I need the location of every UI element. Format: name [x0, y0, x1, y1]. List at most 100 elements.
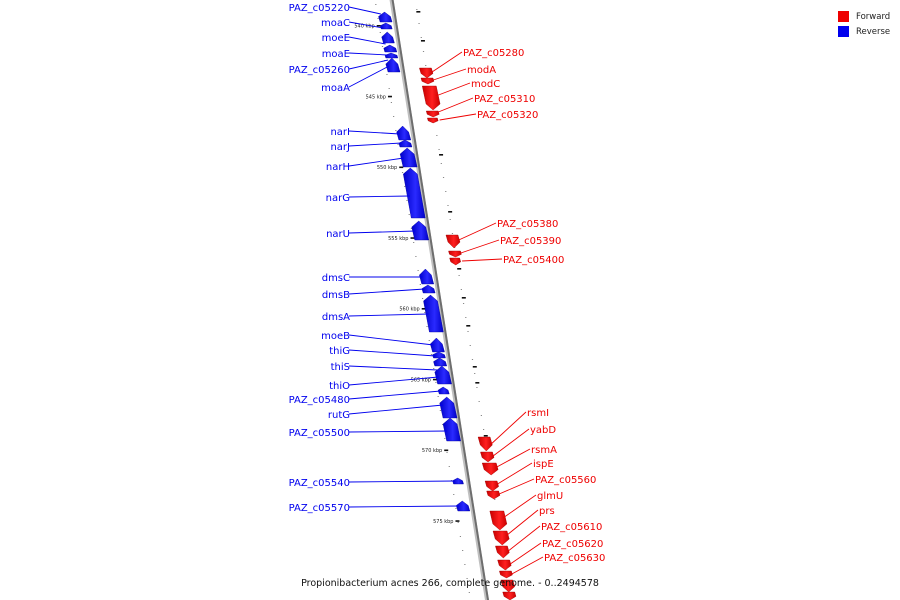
forward-gene-label[interactable]: rsmI [527, 408, 549, 419]
reverse-gene-arrow[interactable] [384, 52, 399, 59]
reverse-gene-arrow[interactable] [385, 57, 401, 73]
forward-gene-arrow[interactable] [484, 480, 499, 492]
track-dot [467, 331, 469, 332]
reverse-gene-label[interactable]: thiO [329, 381, 350, 392]
reverse-gene-label[interactable]: thiG [329, 346, 350, 357]
reverse-gene-label[interactable]: narJ [330, 142, 350, 153]
forward-gene-arrow[interactable] [448, 250, 462, 258]
reverse-gene-arrow[interactable] [378, 11, 393, 23]
forward-gene-arrow[interactable] [427, 117, 439, 124]
forward-gene-label[interactable]: PAZ_c05620 [542, 539, 603, 550]
reverse-gene-arrow[interactable] [421, 284, 436, 294]
forward-gene-label[interactable]: modC [471, 79, 500, 90]
forward-leader-line [460, 239, 500, 254]
reverse-gene-label[interactable]: moaE [322, 49, 350, 60]
reverse-gene-arrow[interactable] [456, 500, 471, 512]
reverse-gene-arrow[interactable] [399, 147, 418, 168]
forward-gene-label[interactable]: PAZ_c05380 [497, 219, 558, 230]
reverse-gene-label[interactable]: dmsB [322, 290, 350, 301]
forward-gene-label[interactable]: glmU [537, 491, 563, 502]
reverse-gene-arrow[interactable] [452, 477, 464, 485]
reverse-gene-arrow[interactable] [380, 22, 393, 30]
forward-gene-arrow[interactable] [449, 257, 461, 266]
reverse-gene-label[interactable]: dmsA [322, 312, 350, 323]
forward-gene-label[interactable]: rsmA [531, 445, 557, 456]
reverse-gene-label[interactable]: PAZ_c05540 [289, 478, 350, 489]
forward-gene-arrow[interactable] [481, 462, 499, 476]
reverse-gene-label[interactable]: moeB [321, 331, 350, 342]
forward-gene-label[interactable]: PAZ_c05320 [477, 110, 538, 121]
reverse-gene-arrow[interactable] [403, 167, 426, 219]
forward-gene-arrow[interactable] [422, 85, 441, 111]
forward-gene-label[interactable]: prs [539, 506, 555, 517]
reverse-gene-label[interactable]: rutG [328, 410, 350, 421]
reverse-gene-arrow[interactable] [442, 417, 461, 442]
forward-gene-arrow[interactable] [425, 110, 440, 118]
forward-gene-arrow[interactable] [477, 436, 493, 452]
reverse-gene-arrow[interactable] [396, 125, 412, 141]
reverse-gene-label[interactable]: narU [326, 229, 350, 240]
reverse-leader-line [348, 349, 436, 357]
forward-gene-arrow[interactable] [489, 510, 508, 531]
forward-leader-line [458, 222, 497, 241]
reverse-gene-arrow[interactable] [423, 294, 444, 333]
reverse-gene-label[interactable]: moaA [321, 83, 350, 94]
forward-gene-label[interactable]: yabD [530, 425, 556, 436]
reverse-gene-arrow[interactable] [383, 44, 398, 53]
forward-gene-arrow[interactable] [420, 77, 435, 85]
reverse-gene-label[interactable]: moeE [322, 33, 350, 44]
reverse-gene-label[interactable]: PAZ_c05570 [289, 503, 350, 514]
forward-gene-arrow[interactable] [499, 570, 513, 579]
forward-gene-arrow[interactable] [486, 490, 501, 500]
forward-gene-label[interactable]: modA [467, 65, 496, 76]
forward-gene-label[interactable]: PAZ_c05280 [463, 48, 524, 59]
reverse-gene-label[interactable]: moaC [321, 18, 350, 29]
reverse-leader-line [348, 365, 438, 371]
reverse-gene-arrow[interactable] [381, 31, 395, 44]
track-dot [433, 368, 435, 369]
reverse-gene-arrow[interactable] [433, 357, 448, 367]
reverse-gene-arrow[interactable] [419, 268, 435, 285]
reverse-gene-label[interactable]: narI [330, 127, 350, 138]
forward-gene-label[interactable]: PAZ_c05390 [500, 236, 561, 247]
reverse-gene-label[interactable]: PAZ_c05220 [289, 3, 350, 14]
forward-gene-arrow[interactable] [500, 579, 515, 593]
reverse-gene-arrow[interactable] [437, 386, 450, 395]
forward-gene-label[interactable]: PAZ_c05610 [541, 522, 602, 533]
reverse-gene-arrow[interactable] [411, 220, 430, 241]
track-dot [444, 438, 446, 439]
reverse-gene-label[interactable]: thiS [331, 362, 350, 373]
kbp-tick-label: 570 kbp [422, 448, 442, 454]
forward-gene-label[interactable]: ispE [533, 459, 554, 470]
forward-leader-line [507, 525, 541, 552]
reverse-gene-label[interactable]: PAZ_c05260 [289, 65, 350, 76]
kbp-tick-mark [455, 520, 460, 522]
forward-gene-arrow[interactable] [480, 451, 495, 463]
reverse-gene-label[interactable]: narH [326, 162, 350, 173]
track-dot [462, 550, 464, 551]
forward-gene-arrow[interactable] [502, 591, 517, 600]
forward-gene-arrow[interactable] [492, 530, 510, 546]
forward-gene-label[interactable]: PAZ_c05560 [535, 475, 596, 486]
reverse-gene-arrow[interactable] [432, 351, 446, 359]
forward-gene-label[interactable]: PAZ_c05630 [544, 553, 605, 564]
forward-gene-arrow[interactable] [497, 559, 512, 571]
track-dot [421, 298, 424, 299]
forward-gene-arrow[interactable] [495, 545, 510, 559]
reverse-gene-label[interactable]: PAZ_c05480 [289, 395, 350, 406]
reverse-gene-arrow[interactable] [398, 139, 413, 148]
legend-reverse[interactable]: Reverse [838, 24, 890, 39]
kbp-tick-mark [410, 237, 415, 239]
track-dot [462, 303, 465, 304]
reverse-gene-label[interactable]: PAZ_c05500 [289, 428, 350, 439]
reverse-gene-label[interactable]: narG [326, 193, 350, 204]
legend-forward[interactable]: Forward [838, 9, 890, 24]
reverse-gene-arrow[interactable] [434, 365, 452, 385]
forward-gene-label[interactable]: PAZ_c05400 [503, 255, 564, 266]
forward-gene-arrow[interactable] [419, 67, 434, 79]
forward-gene-arrow[interactable] [445, 234, 461, 249]
reverse-gene-label[interactable]: dmsC [322, 273, 350, 284]
forward-gene-label[interactable]: PAZ_c05310 [474, 94, 535, 105]
reverse-leader-line [348, 21, 384, 29]
